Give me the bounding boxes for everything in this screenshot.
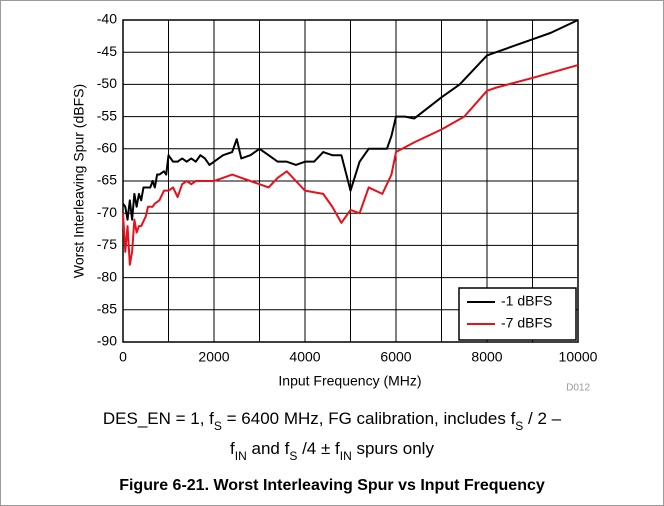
caption-text: f: [230, 439, 235, 458]
figure-title: Figure 6-21. Worst Interleaving Spur vs …: [119, 477, 545, 494]
y-tick-label: -90: [97, 333, 117, 349]
y-tick-label: -55: [97, 107, 117, 123]
y-tick-label: -50: [97, 75, 117, 91]
y-tick-label: -85: [97, 301, 117, 317]
x-tick-label: 2000: [198, 349, 229, 365]
caption-text: spurs only: [352, 439, 435, 458]
caption-subscript: IN: [340, 449, 352, 463]
y-tick-label: -65: [97, 172, 117, 188]
y-tick-label: -70: [97, 204, 117, 220]
y-tick-label: -45: [97, 43, 117, 59]
legend-box: [458, 287, 577, 341]
legend-label: -1 dBFS: [501, 293, 552, 309]
x-tick-label: 8000: [471, 349, 502, 365]
x-tick-label: 6000: [380, 349, 411, 365]
series-line: [122, 64, 579, 266]
caption-text: = 6400 MHz, FG calibration, includes f: [222, 409, 516, 428]
caption-subscript: S: [289, 449, 297, 463]
caption-text: and f: [247, 439, 290, 458]
y-axis-label: Worst Interleaving Spur (dBFS): [71, 84, 87, 278]
figure-id: D012: [566, 383, 590, 394]
y-tick-label: -75: [97, 236, 117, 252]
plot-border: [122, 19, 579, 343]
caption-text: DES_EN = 1, f: [103, 409, 214, 428]
x-tick-label: 4000: [289, 349, 320, 365]
y-tick-label: -40: [97, 11, 117, 27]
caption-subscript: S: [214, 419, 222, 433]
caption-text: / 2 –: [523, 409, 561, 428]
legend-label: -7 dBFS: [501, 315, 552, 331]
y-tick-label: -60: [97, 140, 117, 156]
caption-line: fIN and fS /4 ± fIN spurs only: [230, 439, 434, 463]
caption: DES_EN = 1, fS = 6400 MHz, FG calibratio…: [103, 409, 562, 463]
y-tick-label: -80: [97, 268, 117, 284]
x-tick-label: 10000: [559, 349, 598, 365]
x-axis-label: Input Frequency (MHz): [278, 373, 421, 389]
caption-line: DES_EN = 1, fS = 6400 MHz, FG calibratio…: [103, 409, 562, 433]
caption-subscript: IN: [235, 449, 247, 463]
caption-text: /4 ± f: [297, 439, 340, 458]
x-tick-label: 0: [119, 349, 127, 365]
series-line: [122, 19, 579, 221]
caption-subscript: S: [515, 419, 523, 433]
